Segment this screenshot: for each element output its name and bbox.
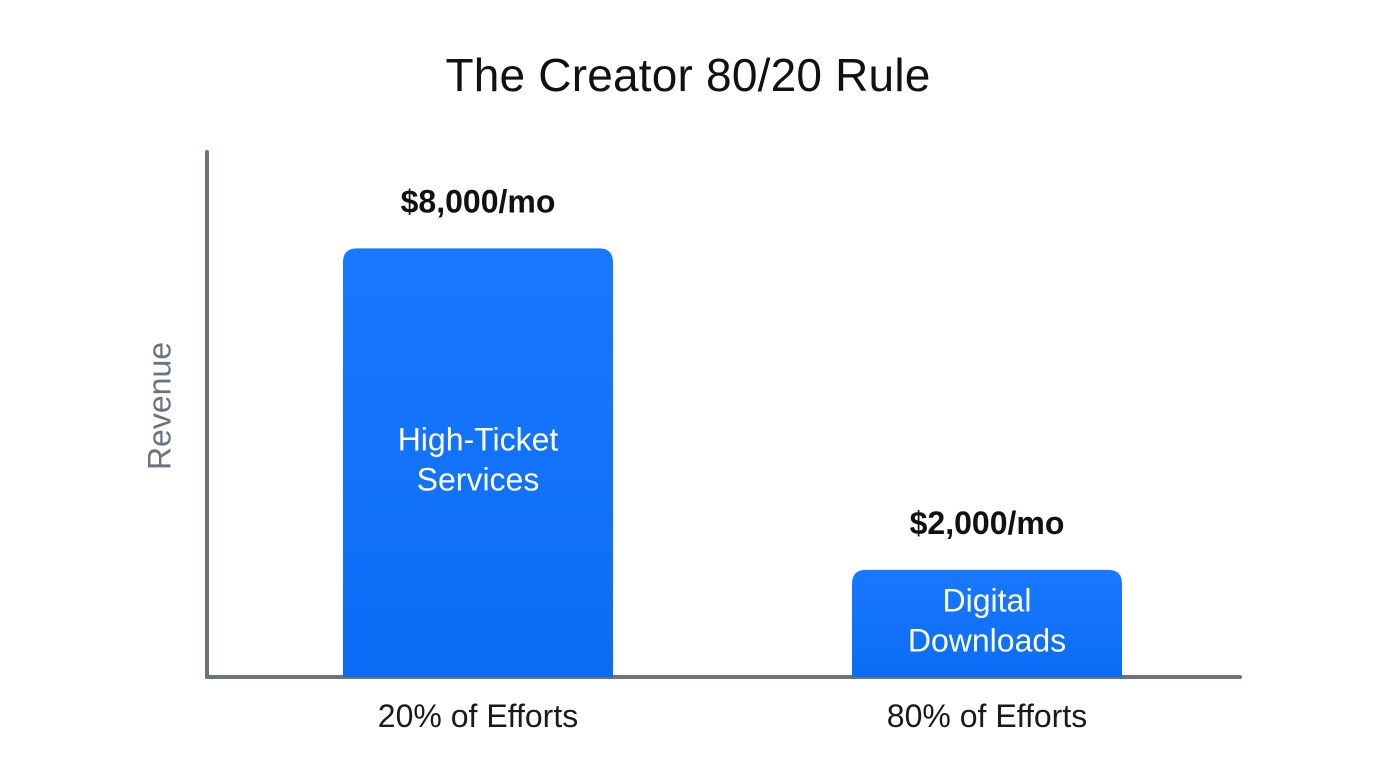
bar-label-line: High-Ticket	[398, 422, 559, 458]
bar-label-line: Services	[417, 462, 540, 498]
value-label-1: $8,000/mo	[401, 183, 556, 219]
bar-1	[343, 248, 613, 677]
bar-label-line: Digital	[943, 583, 1032, 619]
chart-bars: $8,000/mo High-Ticket Services 20% of Effor…	[343, 183, 1122, 734]
chart-title: The Creator 80/20 Rule	[445, 49, 931, 101]
bar-2	[852, 569, 1122, 677]
bar-label-2: Digital Downloads	[908, 583, 1066, 659]
value-label-2: $2,000/mo	[910, 505, 1065, 541]
bar-label-1: High-Ticket Services	[398, 422, 559, 498]
y-axis-title: Revenue	[141, 342, 177, 470]
bar-label-line: Downloads	[908, 623, 1066, 659]
category-label-2: 80% of Efforts	[887, 698, 1087, 734]
category-label-1: 20% of Efforts	[378, 698, 578, 734]
